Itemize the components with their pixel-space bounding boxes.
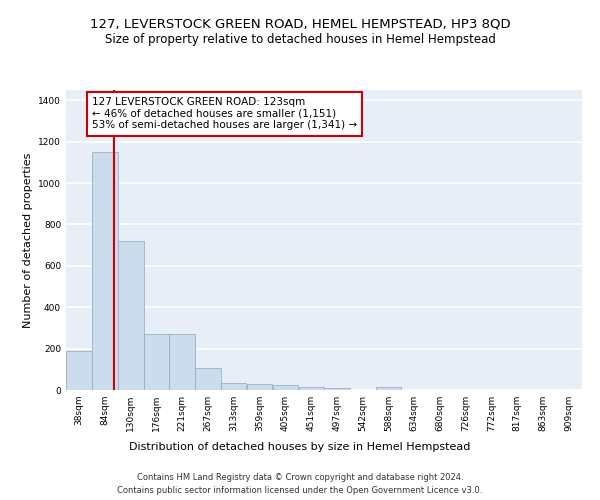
Text: 127 LEVERSTOCK GREEN ROAD: 123sqm
← 46% of detached houses are smaller (1,151)
5: 127 LEVERSTOCK GREEN ROAD: 123sqm ← 46% … xyxy=(92,97,357,130)
Y-axis label: Number of detached properties: Number of detached properties xyxy=(23,152,32,328)
Bar xyxy=(169,334,195,390)
Bar xyxy=(272,385,298,390)
Bar xyxy=(92,152,118,390)
Text: Size of property relative to detached houses in Hemel Hempstead: Size of property relative to detached ho… xyxy=(104,32,496,46)
Bar xyxy=(195,368,221,390)
Bar xyxy=(144,334,169,390)
Bar xyxy=(247,384,272,390)
Bar xyxy=(325,388,350,390)
Bar xyxy=(221,383,247,390)
Text: Contains HM Land Registry data © Crown copyright and database right 2024.: Contains HM Land Registry data © Crown c… xyxy=(137,472,463,482)
Text: 127, LEVERSTOCK GREEN ROAD, HEMEL HEMPSTEAD, HP3 8QD: 127, LEVERSTOCK GREEN ROAD, HEMEL HEMPST… xyxy=(89,18,511,30)
Bar xyxy=(376,387,401,390)
Bar xyxy=(118,241,143,390)
Text: Contains public sector information licensed under the Open Government Licence v3: Contains public sector information licen… xyxy=(118,486,482,495)
Bar xyxy=(66,350,92,390)
Text: Distribution of detached houses by size in Hemel Hempstead: Distribution of detached houses by size … xyxy=(130,442,470,452)
Bar xyxy=(299,387,324,390)
